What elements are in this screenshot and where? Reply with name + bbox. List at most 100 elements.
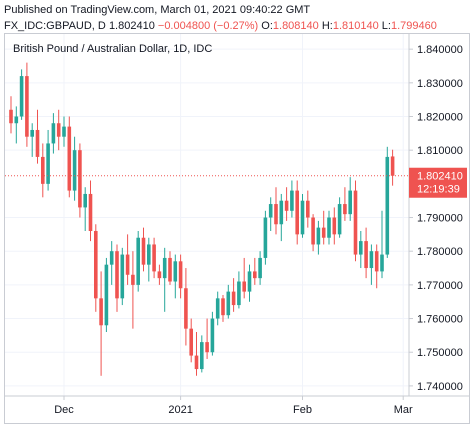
candle-body: [67, 126, 72, 191]
candle-up: [380, 210, 384, 279]
candle-up: [359, 230, 363, 269]
candle-body: [184, 288, 188, 329]
time-tick-label: Dec: [54, 404, 74, 416]
price-tick-label: 1.830000: [417, 78, 463, 90]
candle-down: [321, 210, 326, 245]
candle-body: [157, 271, 162, 279]
candle-down: [78, 143, 82, 218]
candle-down: [56, 109, 61, 151]
candle-body: [51, 123, 56, 144]
candle-body: [369, 251, 374, 269]
candle-body: [41, 156, 45, 184]
candle-up: [46, 129, 50, 191]
candle-body: [14, 116, 19, 124]
candle-body: [337, 204, 342, 235]
candle-up: [162, 247, 167, 312]
candle-up: [147, 237, 151, 282]
candle-up: [62, 116, 66, 147]
last-price-label: 1.802410: [417, 171, 463, 183]
candle-up: [120, 247, 125, 306]
candle-up: [327, 210, 331, 245]
candle-body: [72, 150, 77, 191]
candle-body: [141, 237, 146, 265]
candle-body: [353, 190, 358, 255]
price-tick-label: 1.810000: [417, 145, 463, 157]
candle-up: [14, 106, 19, 144]
time-axis[interactable]: Dec 2021 Feb Mar: [54, 396, 413, 416]
candle-body: [125, 254, 130, 275]
candle-down: [115, 244, 119, 312]
published-line: Published on TradingView.com, March 01, …: [4, 4, 311, 16]
price-tick-label: 1.790000: [417, 213, 463, 225]
candle-body: [268, 204, 273, 218]
candle-down: [253, 257, 257, 285]
candle-down: [178, 254, 183, 299]
chart-title: British Pound / Australian Dollar, 1D, I…: [13, 43, 212, 55]
candle-body: [374, 251, 379, 272]
candle-up: [300, 193, 305, 238]
candle-down: [274, 187, 278, 235]
candle-body: [247, 271, 252, 292]
candle-down: [125, 234, 130, 285]
candle-up: [316, 220, 321, 255]
countdown-label: 12:19:39: [417, 184, 460, 196]
candle-body: [83, 193, 87, 208]
low-label: L:: [381, 20, 391, 32]
candle-body: [9, 109, 13, 124]
candle-body: [274, 204, 278, 225]
candle-body: [46, 143, 50, 184]
candle-down: [242, 257, 246, 299]
last-price-marker: [409, 167, 467, 198]
candle-body: [221, 298, 225, 316]
candle-down: [157, 264, 162, 285]
candle-body: [131, 274, 135, 285]
candle-body: [311, 217, 315, 245]
open-label: O:: [261, 20, 273, 32]
candle-up: [237, 271, 241, 309]
candle-up: [268, 197, 273, 231]
candle-body: [200, 342, 204, 370]
candle-down: [189, 318, 193, 363]
candle-up: [247, 264, 252, 302]
candlestick-chart[interactable]: British Pound / Australian Dollar, 1D, I…: [5, 34, 469, 423]
candle-body: [99, 298, 103, 326]
candle-body: [189, 328, 193, 356]
candle-down: [152, 237, 156, 279]
candle-body: [284, 200, 289, 211]
candle-body: [231, 291, 236, 306]
candle-body: [380, 254, 384, 272]
candle-body: [178, 261, 183, 289]
candle-body: [226, 291, 231, 316]
candle-body: [348, 190, 352, 215]
time-tick-label: 2021: [168, 404, 192, 416]
candle-body: [279, 200, 284, 225]
candle-body: [147, 244, 151, 265]
price-tick-label: 1.770000: [417, 280, 463, 292]
chart-frame[interactable]: British Pound / Australian Dollar, 1D, I…: [4, 33, 470, 424]
candle-body: [152, 244, 156, 272]
candle-up: [200, 335, 204, 373]
candle-body: [263, 217, 268, 258]
candle-body: [94, 230, 98, 299]
candle-up: [19, 69, 24, 120]
candle-body: [136, 237, 140, 285]
candle-up: [290, 180, 294, 218]
candle-body: [295, 190, 299, 235]
candle-body: [385, 156, 390, 255]
candle-up: [109, 241, 114, 285]
candle-body: [194, 355, 199, 370]
candle-body: [62, 126, 66, 137]
candle-body: [215, 298, 220, 319]
candle-down: [9, 96, 13, 134]
candle-body: [242, 281, 246, 292]
candle-down: [332, 207, 337, 245]
candle-body: [30, 129, 34, 137]
candle-body: [253, 271, 257, 279]
candle-body: [168, 257, 172, 282]
price-axis[interactable]: 1.840000 1.830000 1.820000 1.810000 1.790000…: [409, 44, 463, 393]
candle-body: [173, 261, 178, 282]
candle-down: [41, 143, 45, 198]
symbol-label[interactable]: FX_IDC:GBPAUD, D: [4, 20, 106, 32]
candle-body: [19, 76, 24, 117]
